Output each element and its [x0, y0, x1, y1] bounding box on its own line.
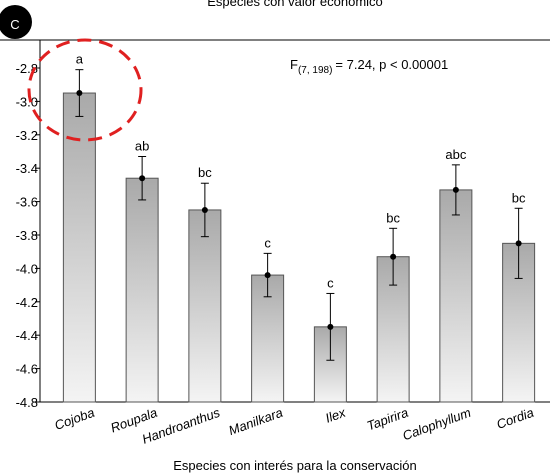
significance-letter: c	[327, 275, 334, 290]
x-tick-label: Calophyllum	[401, 405, 474, 444]
mean-point	[515, 240, 522, 247]
badge	[0, 5, 32, 39]
bar	[125, 177, 159, 403]
y-tick-label: -3.6	[16, 195, 38, 210]
annotation-sub: (7, 198)	[298, 65, 332, 76]
highlight-circle	[27, 38, 143, 142]
mean-point	[76, 90, 83, 97]
y-tick-label: -4.6	[16, 362, 38, 377]
significance-letter: bc	[198, 165, 212, 180]
bar	[439, 189, 473, 403]
mean-point	[390, 253, 397, 260]
y-tick-label: -3.4	[16, 161, 38, 176]
mean-point	[201, 206, 208, 213]
bar	[62, 92, 96, 403]
x-tick-label: Ilex	[323, 405, 348, 426]
y-tick-label: -3.8	[16, 228, 38, 243]
annotation-main: F	[290, 57, 298, 72]
chart-title: Especies con valor económico	[207, 0, 383, 9]
significance-letter: bc	[512, 190, 526, 205]
y-tick-label: -4.2	[16, 295, 38, 310]
mean-point	[452, 186, 459, 193]
y-tick-label: -4.0	[16, 261, 38, 276]
x-tick-label: Cordia	[495, 405, 536, 432]
significance-letter: a	[76, 52, 84, 67]
significance-letter: c	[264, 235, 271, 250]
mean-point	[264, 272, 271, 279]
annotation-rest: = 7.24, p < 0.00001	[335, 57, 448, 72]
significance-letter: abc	[445, 147, 466, 162]
y-tick-label: -4.8	[16, 395, 38, 410]
significance-letter: bc	[386, 210, 400, 225]
y-tick-label: -3.0	[16, 94, 38, 109]
annotation: F(7, 198) = 7.24, p < 0.00001	[290, 57, 448, 76]
x-tick-label: Manilkara	[227, 405, 285, 438]
y-tick-label: -3.2	[16, 128, 38, 143]
mean-point	[327, 323, 334, 330]
significance-letter: ab	[135, 139, 149, 154]
badge-label: C	[10, 17, 19, 32]
mean-point	[139, 175, 146, 182]
bar	[188, 209, 222, 403]
x-axis-label: Especies con interés para la conservació…	[173, 458, 417, 473]
y-tick-label: -4.4	[16, 328, 38, 343]
plot: -2.8-3.0-3.2-3.4-3.6-3.8-4.0-4.2-4.4-4.6…	[16, 52, 536, 447]
x-tick-label: Cojoba	[53, 405, 97, 433]
